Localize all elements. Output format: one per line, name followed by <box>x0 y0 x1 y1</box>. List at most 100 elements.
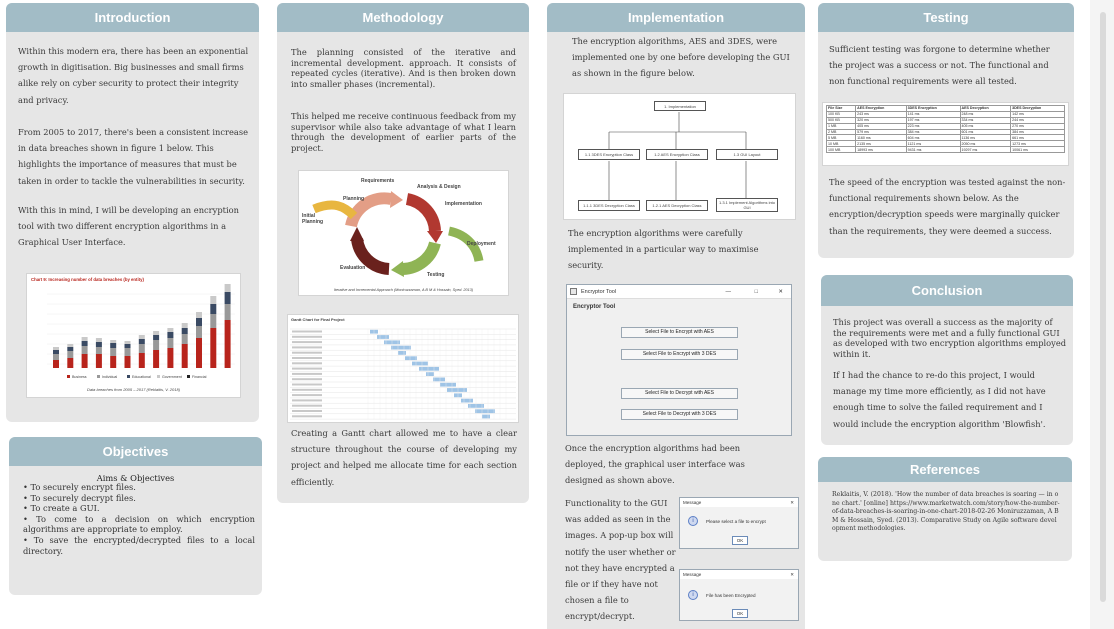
breach-bar-segment <box>210 328 217 368</box>
breach-bar-segment <box>67 358 74 368</box>
speed-table-row: 2 MB 579 ms 384 ms 601 ms 384 ms <box>825 128 1065 136</box>
speed-table-cell: 10 MB <box>825 140 857 148</box>
objective-item: To create a GUI. <box>23 503 255 514</box>
dialog2-info-icon: i <box>688 590 698 600</box>
gantt-task-name-placeholder <box>292 351 322 354</box>
cycle-arrows <box>312 191 484 277</box>
introduction-panel: Introduction Within this modern era, the… <box>6 3 259 422</box>
gantt-task-name-placeholder <box>292 388 322 391</box>
objectives-subtitle: Aims & Objectives <box>96 473 175 483</box>
implementation-para1: The encryption algorithms, AES and 3DES,… <box>572 36 790 79</box>
diagram-node-aes-dec: 1.2.1 AES Decryption Class <box>646 200 708 211</box>
breach-bar-segment <box>95 347 102 354</box>
implementation-para3: Once the encryption algorithms had been … <box>565 443 745 486</box>
speed-table-cell: 223 ms <box>905 122 961 130</box>
breach-bar-segment <box>210 314 217 328</box>
dialog1-ok-button[interactable]: OK <box>732 536 748 545</box>
introduction-para1: Within this modern era, there has been a… <box>18 46 249 105</box>
testing-panel: Testing Sufficient testing was forgone t… <box>818 3 1074 258</box>
gantt-task-name-placeholder <box>292 362 322 365</box>
breach-bar-segment <box>224 304 231 320</box>
speed-table-row: 5 MB 1160 ms 604 ms 1136 ms 661 ms <box>825 134 1065 142</box>
breach-bar-segment <box>224 292 231 304</box>
speed-table: File Size AES Encryption 3DES Encryption AE… <box>825 105 1065 154</box>
methodology-panel: Methodology The planning consisted of th… <box>277 3 529 503</box>
cycle-label-evaluation: Evaluation <box>340 265 366 271</box>
data-breach-bars: Business Individual Educational Government F… <box>47 284 235 379</box>
breach-bar-segment <box>167 338 174 348</box>
dialog1-close-icon[interactable]: ✕ <box>790 500 794 505</box>
breach-legend-label: Business <box>72 375 87 379</box>
breach-bar-segment <box>124 341 131 344</box>
breach-bar-segment <box>81 337 88 341</box>
gantt-task-bar <box>426 372 434 376</box>
diagram-node-3des-dec: 1.1.1 3DES Decryption Class <box>578 200 640 211</box>
cycle-label-initial: Initial Planning <box>302 213 324 225</box>
cycle-label-planning: Planning <box>343 196 365 202</box>
speed-table-cell: 5 MB <box>825 134 857 142</box>
methodology-title: Methodology <box>277 3 529 32</box>
minimize-icon[interactable]: — <box>725 289 732 295</box>
page-scrollbar-thumb[interactable] <box>1100 12 1106 602</box>
breach-bar-segment <box>110 348 117 356</box>
methodology-para2: This helped me receive continuous feedba… <box>291 111 516 153</box>
breach-bar-segment <box>81 354 88 368</box>
maximize-icon[interactable]: □ <box>754 289 758 295</box>
diagram-node-aes: 1.2 AES Encryption Class <box>646 149 708 160</box>
breach-bar-segment <box>167 348 174 368</box>
breach-bar-segment <box>153 335 160 340</box>
breach-bar-segment <box>167 332 174 338</box>
gantt-task-name-placeholder <box>292 415 322 418</box>
gantt-task-name-placeholder <box>292 404 322 407</box>
dialog1-message: Please select a file to encrypt <box>706 519 766 524</box>
breach-bar-segment <box>124 356 131 368</box>
encryptor-heading: Encryptor Tool <box>573 304 616 310</box>
objectives-panel: Objectives Aims & Objectives To securely… <box>9 437 262 595</box>
gantt-task-bar <box>447 388 467 392</box>
speed-table-cell: 1 MB <box>825 122 857 130</box>
gantt-task-bar <box>482 414 490 419</box>
implementation-breakdown-diagram: 1. Implementation 1.1 3DES Encryption Cl… <box>563 93 796 220</box>
breach-bar-segment <box>153 340 160 350</box>
testing-title: Testing <box>818 3 1074 32</box>
breach-bar-segment <box>181 344 188 368</box>
diagram-node-gui: 1.3 GUI Layout <box>716 149 778 160</box>
gantt-task-name-placeholder <box>292 372 322 375</box>
objective-item: To securely decrypt files. <box>23 493 255 504</box>
cycle-label-implementation: Implementation <box>445 201 482 207</box>
breach-bar-segment <box>181 328 188 334</box>
decrypt-3des-button[interactable]: Select File to Decrypt with 3 DES <box>621 409 738 420</box>
gantt-task-name-placeholder <box>292 410 322 412</box>
dialog2-ok-button[interactable]: OK <box>732 609 748 618</box>
speed-table-cell: 661 ms <box>1010 134 1065 142</box>
gantt-task-name-placeholder <box>292 346 322 349</box>
speed-table-body: 100 KB 243 ms 141 ms 248 ms 142 ms 500 KB 320 … <box>825 110 1065 154</box>
gantt-task-name-placeholder <box>292 399 322 402</box>
dialog2-close-icon[interactable]: ✕ <box>790 572 794 577</box>
gantt-task-bar <box>461 398 473 403</box>
methodology-para1: The planning consisted of the iterative … <box>291 47 516 89</box>
breach-bar-segment <box>196 326 202 338</box>
speed-table-cell: 384 ms <box>1010 128 1065 136</box>
close-icon[interactable]: ✕ <box>778 289 783 295</box>
breach-bar-segment <box>110 340 117 343</box>
encrypt-3des-button[interactable]: Select File to Encrypt with 3 DES <box>621 349 738 360</box>
references-panel: References Reklaitis, V. (2018). 'How th… <box>818 457 1072 561</box>
breach-bar-segment <box>81 346 88 354</box>
breach-bar-segment <box>53 350 59 354</box>
breach-bar-segment <box>196 312 202 318</box>
speed-table-cell: 10061 ms <box>1010 146 1065 154</box>
dialog1-title-bar: Message ✕ <box>680 498 798 507</box>
gantt-task-bar <box>440 382 456 387</box>
dialog1-info-icon: i <box>688 516 698 526</box>
speed-table-cell: 270 ms <box>1010 122 1065 130</box>
encrypt-aes-button[interactable]: Select File to Encrypt with AES <box>621 327 738 338</box>
gantt-task-bar <box>377 335 389 339</box>
breach-bar-segment <box>67 344 74 347</box>
references-text: Reklaitis, V. (2018). 'How the number of… <box>832 491 1060 532</box>
breach-bar-segment <box>224 320 231 368</box>
objective-item: To come to a decision on which encryptio… <box>23 514 255 535</box>
breach-bar-segment <box>110 356 117 368</box>
decrypt-aes-button[interactable]: Select File to Decrypt with AES <box>621 388 738 399</box>
gantt-task-name-placeholder <box>292 378 322 381</box>
